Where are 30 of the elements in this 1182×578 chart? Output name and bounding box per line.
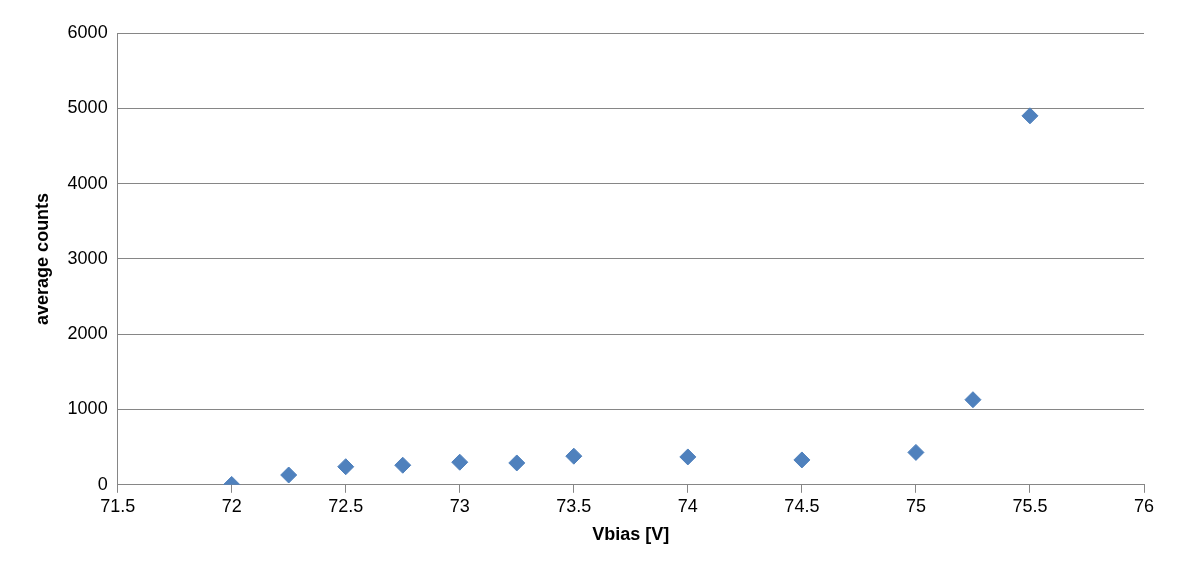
- y-tick-label: 1000: [67, 398, 108, 419]
- point: [679, 448, 697, 466]
- point: [508, 454, 526, 472]
- x-tick-label: 74: [677, 495, 698, 516]
- point: [565, 447, 583, 465]
- y-tick-label: 6000: [67, 21, 108, 42]
- y-tick-label: 5000: [67, 97, 108, 118]
- y-tick-label: 0: [97, 473, 108, 494]
- y-axis-title: average counts: [31, 192, 52, 325]
- point: [964, 391, 982, 409]
- y-tick-label: 3000: [67, 247, 108, 268]
- point: [451, 453, 469, 471]
- x-axis-title: Vbias [V]: [592, 524, 670, 545]
- x-tick-label: 75: [905, 495, 926, 516]
- x-tick-label: 73.5: [556, 495, 592, 516]
- point: [907, 443, 925, 461]
- x-tick-label: 74.5: [784, 495, 820, 516]
- point: [793, 451, 811, 469]
- x-tick-label: 72: [221, 495, 242, 516]
- x-tick-label: 71.5: [100, 495, 136, 516]
- x-tick-label: 76: [1133, 495, 1155, 516]
- y-tick-label: 2000: [67, 323, 108, 344]
- x-tick-label: 72.5: [328, 495, 364, 516]
- point: [280, 466, 298, 484]
- point: [1021, 107, 1039, 125]
- point: [337, 458, 355, 476]
- y-tick-label: 4000: [67, 172, 108, 193]
- point: [394, 456, 412, 474]
- x-tick-label: 75.5: [1012, 495, 1048, 516]
- x-tick-label: 73: [449, 495, 470, 516]
